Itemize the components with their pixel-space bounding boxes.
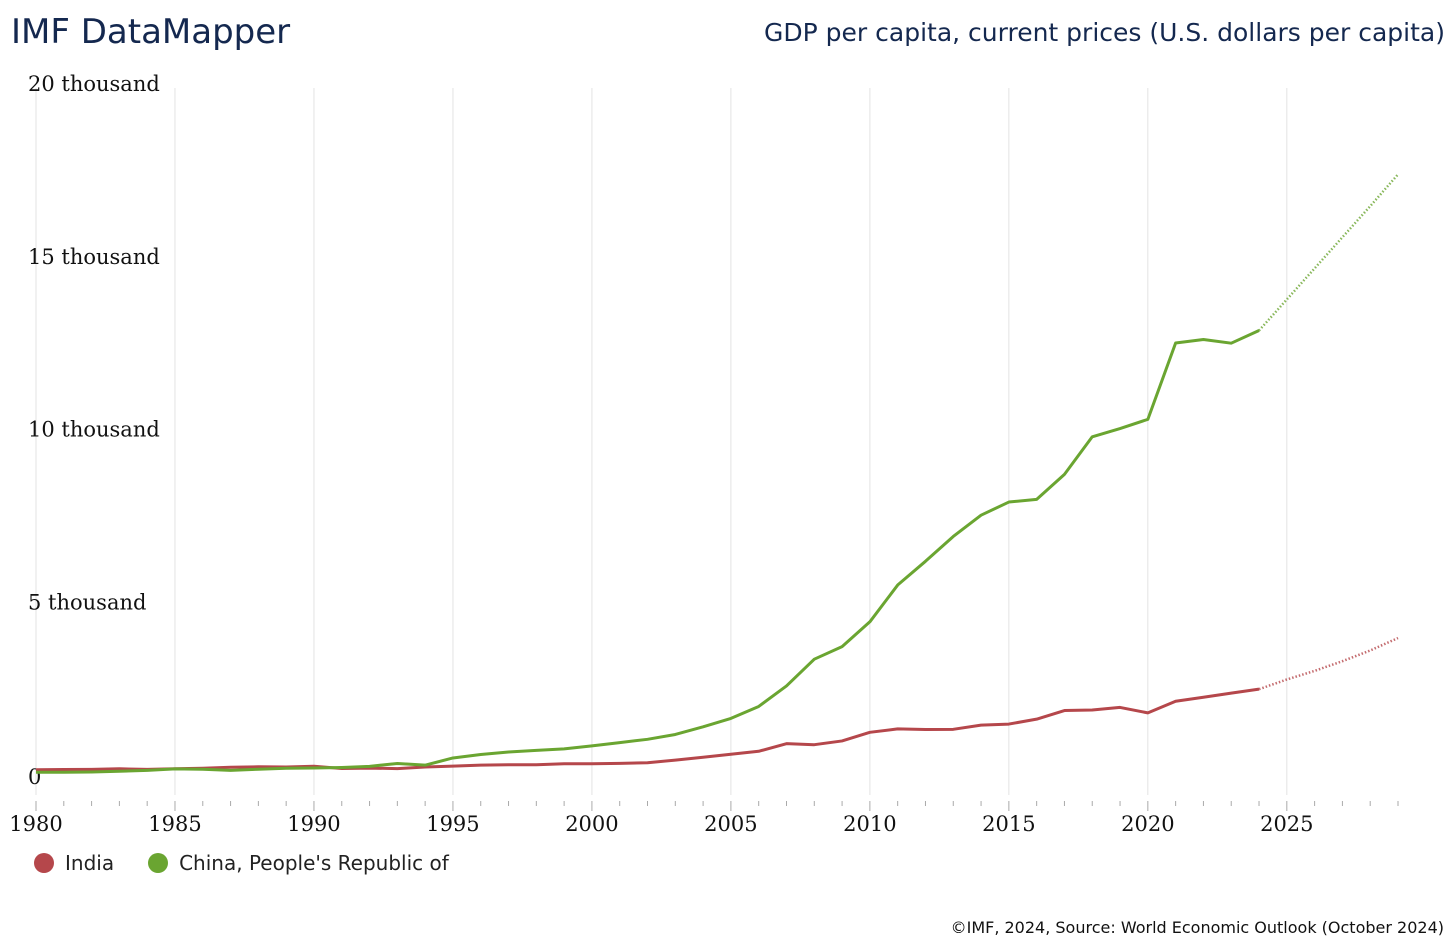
india-projection-line <box>1258 636 1399 691</box>
y-tick-label: 20 thousand <box>28 72 160 96</box>
y-tick-label: 10 thousand <box>28 418 160 442</box>
china-projection-line <box>1258 173 1399 332</box>
x-tick-label: 1985 <box>148 812 201 836</box>
app-title: IMF DataMapper <box>11 12 291 52</box>
source-note: ©IMF, 2024, Source: World Economic Outlo… <box>950 918 1444 937</box>
y-tick-label: 5 thousand <box>28 590 146 614</box>
china-series-line <box>35 329 1260 774</box>
chart-title: GDP per capita, current prices (U.S. dol… <box>764 18 1445 47</box>
x-tick-label: 2010 <box>843 812 896 836</box>
legend-item-india[interactable]: India <box>34 851 114 875</box>
legend: India China, People's Republic of <box>34 851 449 875</box>
india-marker-icon <box>34 853 54 873</box>
x-tick-label: 2020 <box>1121 812 1174 836</box>
china-marker-icon <box>148 853 169 873</box>
x-tick-label: 1990 <box>287 812 340 836</box>
x-tick-label: 2000 <box>565 812 618 836</box>
india-series-line <box>35 687 1260 772</box>
legend-label: China, People's Republic of <box>179 851 449 875</box>
x-tick-label: 2025 <box>1260 812 1313 836</box>
y-tick-label: 15 thousand <box>28 245 160 269</box>
legend-item-china[interactable]: China, People's Republic of <box>148 851 449 875</box>
x-tick-label: 2015 <box>982 812 1035 836</box>
x-tick-label: 1995 <box>426 812 479 836</box>
x-tick-label: 2005 <box>704 812 757 836</box>
legend-label: India <box>65 851 115 875</box>
x-tick-label: 1980 <box>9 812 62 836</box>
